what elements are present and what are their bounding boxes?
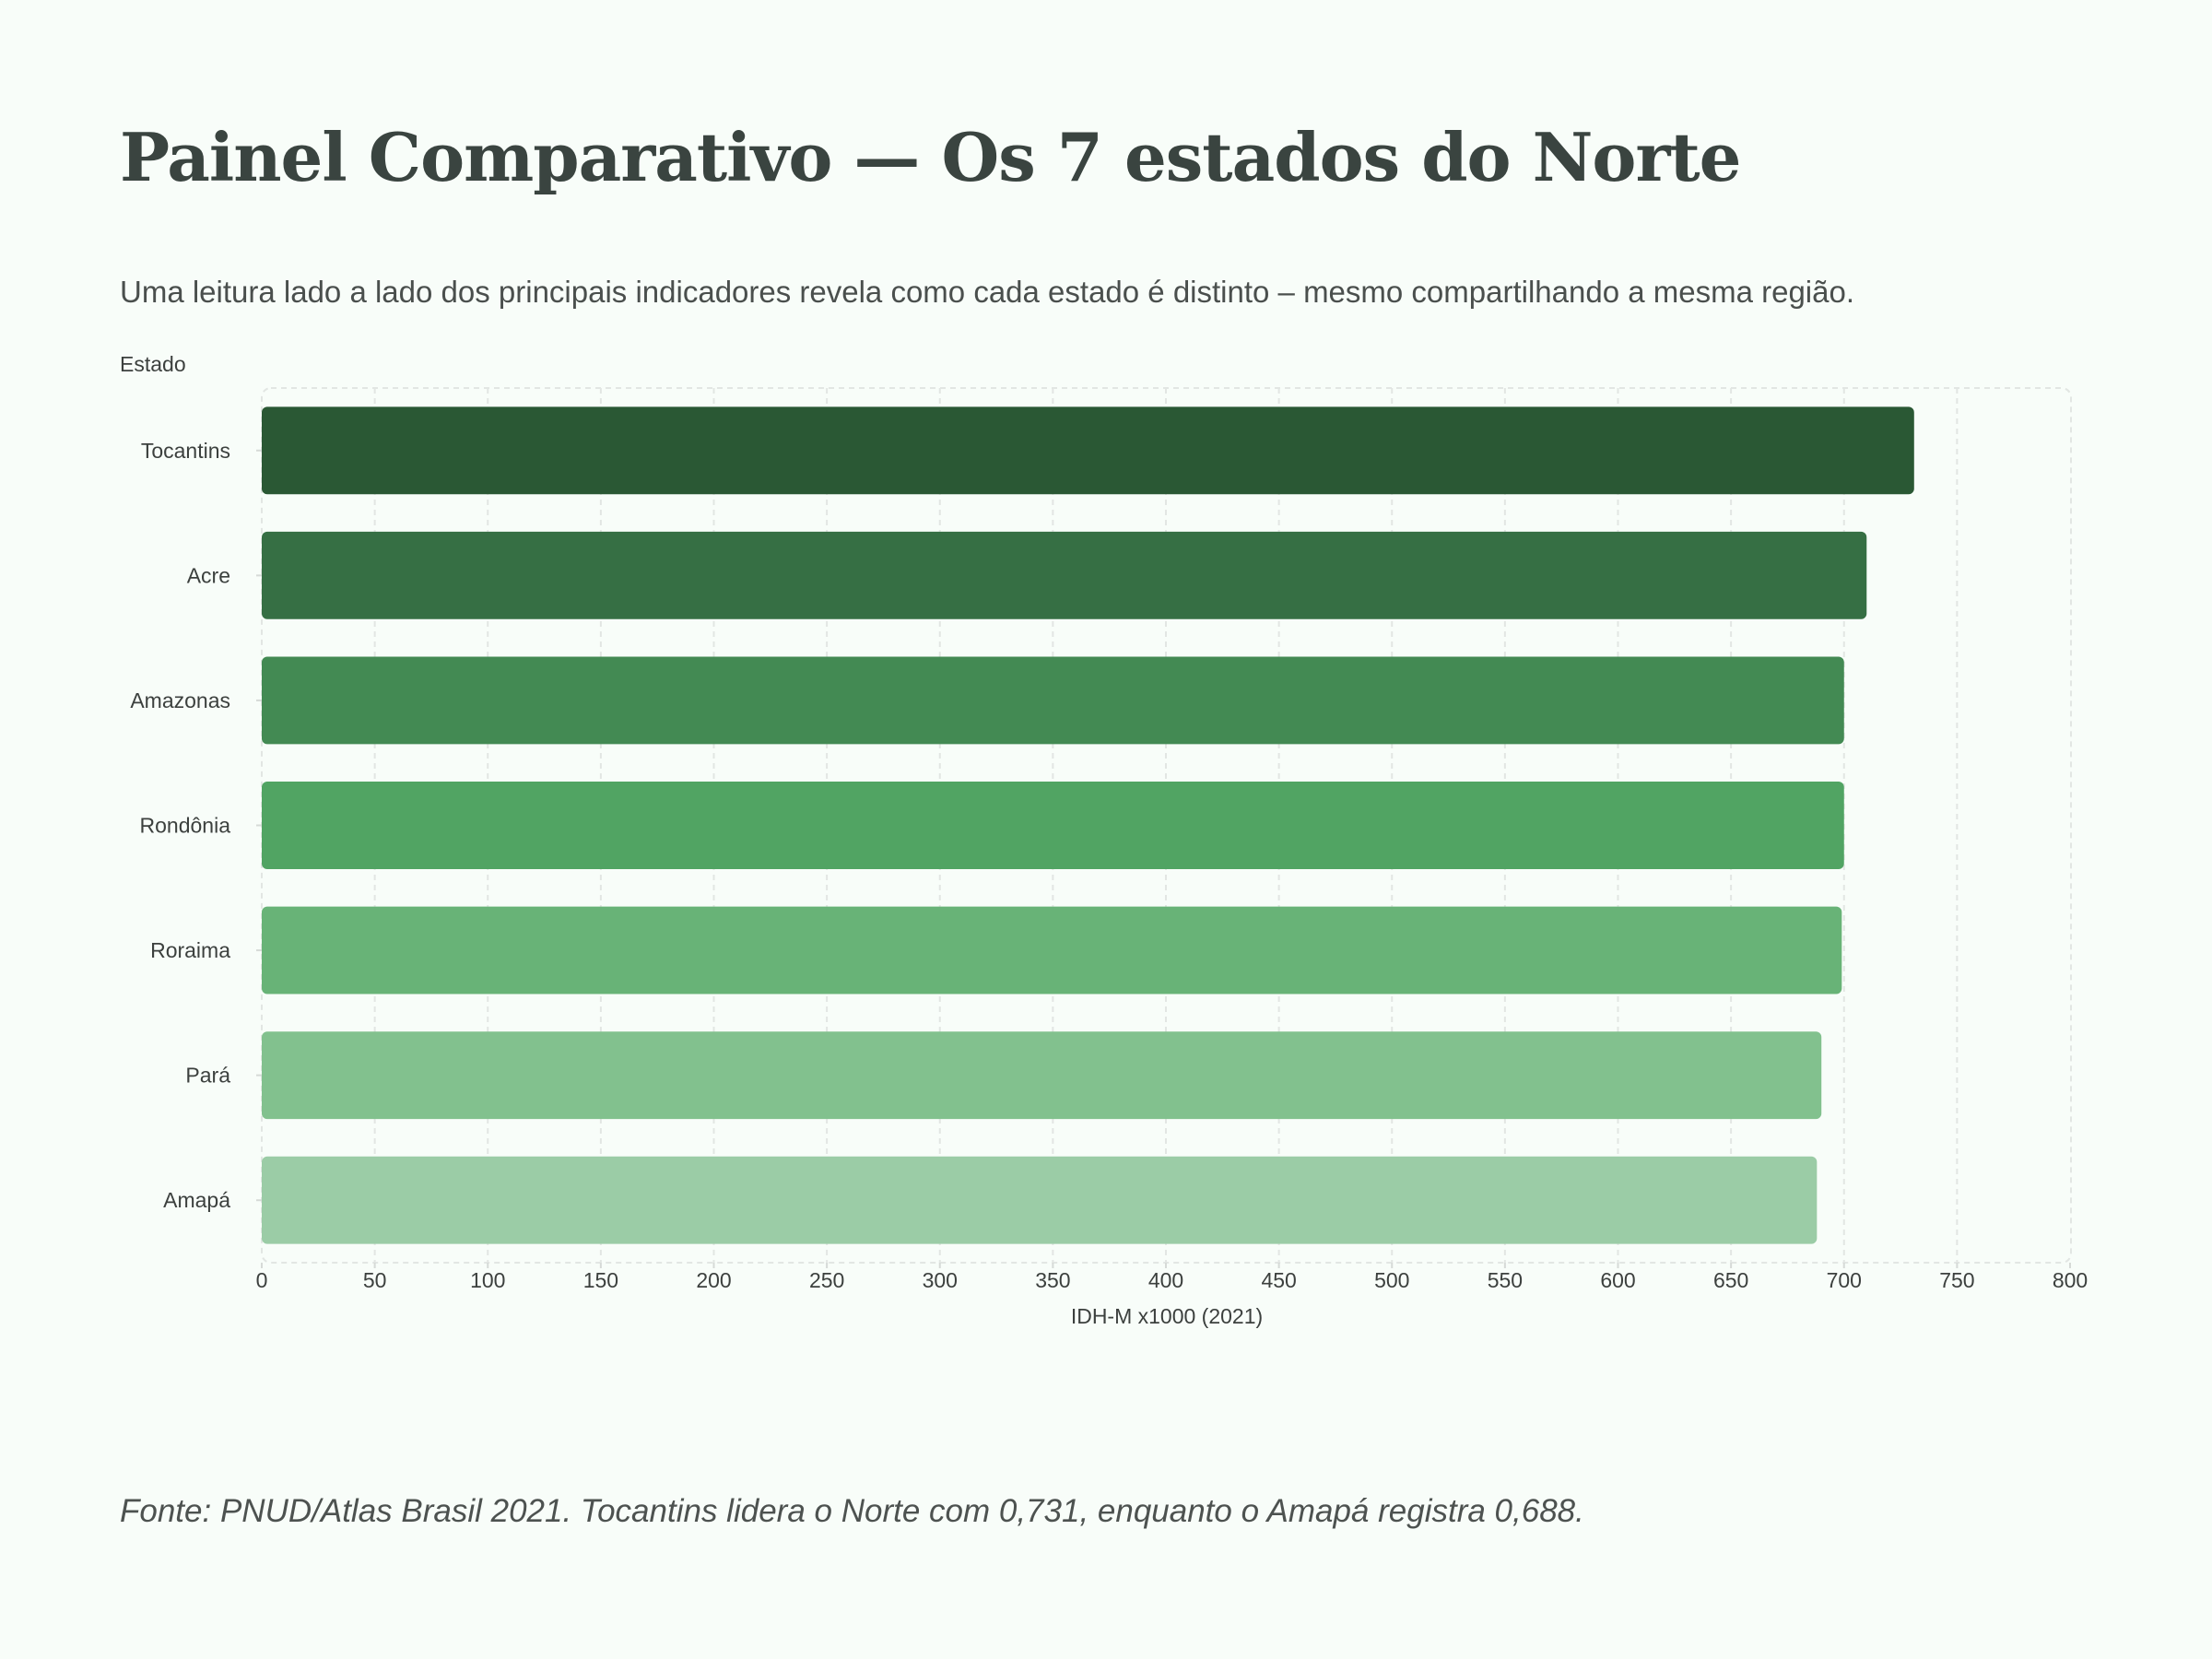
x-tick-label: 150	[583, 1268, 618, 1292]
x-tick-label: 400	[1148, 1268, 1183, 1292]
category-label: Amapá	[163, 1188, 230, 1212]
y-axis-title: Estado	[120, 352, 186, 376]
x-tick-label: 100	[470, 1268, 505, 1292]
category-label: Amazonas	[130, 688, 230, 712]
bar-amapa	[262, 1156, 1818, 1244]
bar-tocantins	[262, 406, 1914, 495]
x-tick-label: 700	[1827, 1268, 1862, 1292]
bar-acre	[262, 531, 1867, 619]
bar-para	[262, 1031, 1822, 1120]
category-label: Roraima	[150, 938, 230, 962]
x-tick-label: 450	[1261, 1268, 1296, 1292]
category-labels: Tocantins Acre Amazonas Rondônia Roraima Pará…	[130, 439, 262, 1212]
category-label: Rondônia	[140, 814, 231, 838]
category-label: Tocantins	[141, 439, 230, 463]
category-label: Acre	[187, 563, 230, 587]
x-tick-label: 500	[1374, 1268, 1409, 1292]
source-note: Fonte: PNUD/Atlas Brasil 2021. Tocantins…	[120, 1493, 1584, 1529]
x-axis-title: IDH-M x1000 (2021)	[1071, 1304, 1263, 1328]
x-tick-label: 550	[1488, 1268, 1523, 1292]
x-tick-label: 800	[2053, 1268, 2088, 1292]
bar-roraima	[262, 906, 1842, 994]
chart-title: Painel Comparativo — Os 7 estados do Nor…	[120, 118, 1741, 196]
category-label: Pará	[185, 1064, 230, 1088]
x-tick-label: 350	[1035, 1268, 1070, 1292]
x-tick-label: 300	[923, 1268, 958, 1292]
bar-amazonas	[262, 656, 1844, 745]
bars	[262, 406, 1914, 1244]
x-tick-labels: 0 50 100 150 200 250 300 350 400 450 500 550 600 650 7…	[256, 1263, 2088, 1292]
x-tick-label: 250	[809, 1268, 844, 1292]
x-tick-label: 0	[256, 1268, 268, 1292]
x-tick-label: 200	[696, 1268, 731, 1292]
bar-rondonia	[262, 782, 1844, 869]
x-tick-label: 750	[1939, 1268, 1974, 1292]
x-tick-label: 600	[1600, 1268, 1635, 1292]
chart-subtitle: Uma leitura lado a lado dos principais i…	[120, 275, 1854, 309]
x-tick-label: 50	[363, 1268, 387, 1292]
x-tick-label: 650	[1713, 1268, 1748, 1292]
